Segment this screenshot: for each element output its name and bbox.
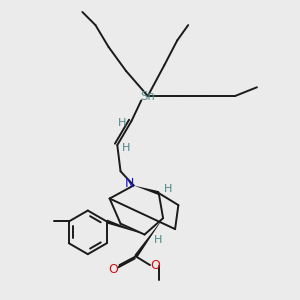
Text: H: H xyxy=(117,118,126,128)
Text: H: H xyxy=(164,184,173,194)
Polygon shape xyxy=(134,218,163,257)
Polygon shape xyxy=(106,220,145,235)
Text: H: H xyxy=(153,235,162,245)
Text: O: O xyxy=(151,259,160,272)
Polygon shape xyxy=(134,185,159,195)
Text: H: H xyxy=(122,143,130,153)
Text: Sn: Sn xyxy=(140,89,155,103)
Text: O: O xyxy=(108,263,118,276)
Text: N: N xyxy=(124,177,134,190)
